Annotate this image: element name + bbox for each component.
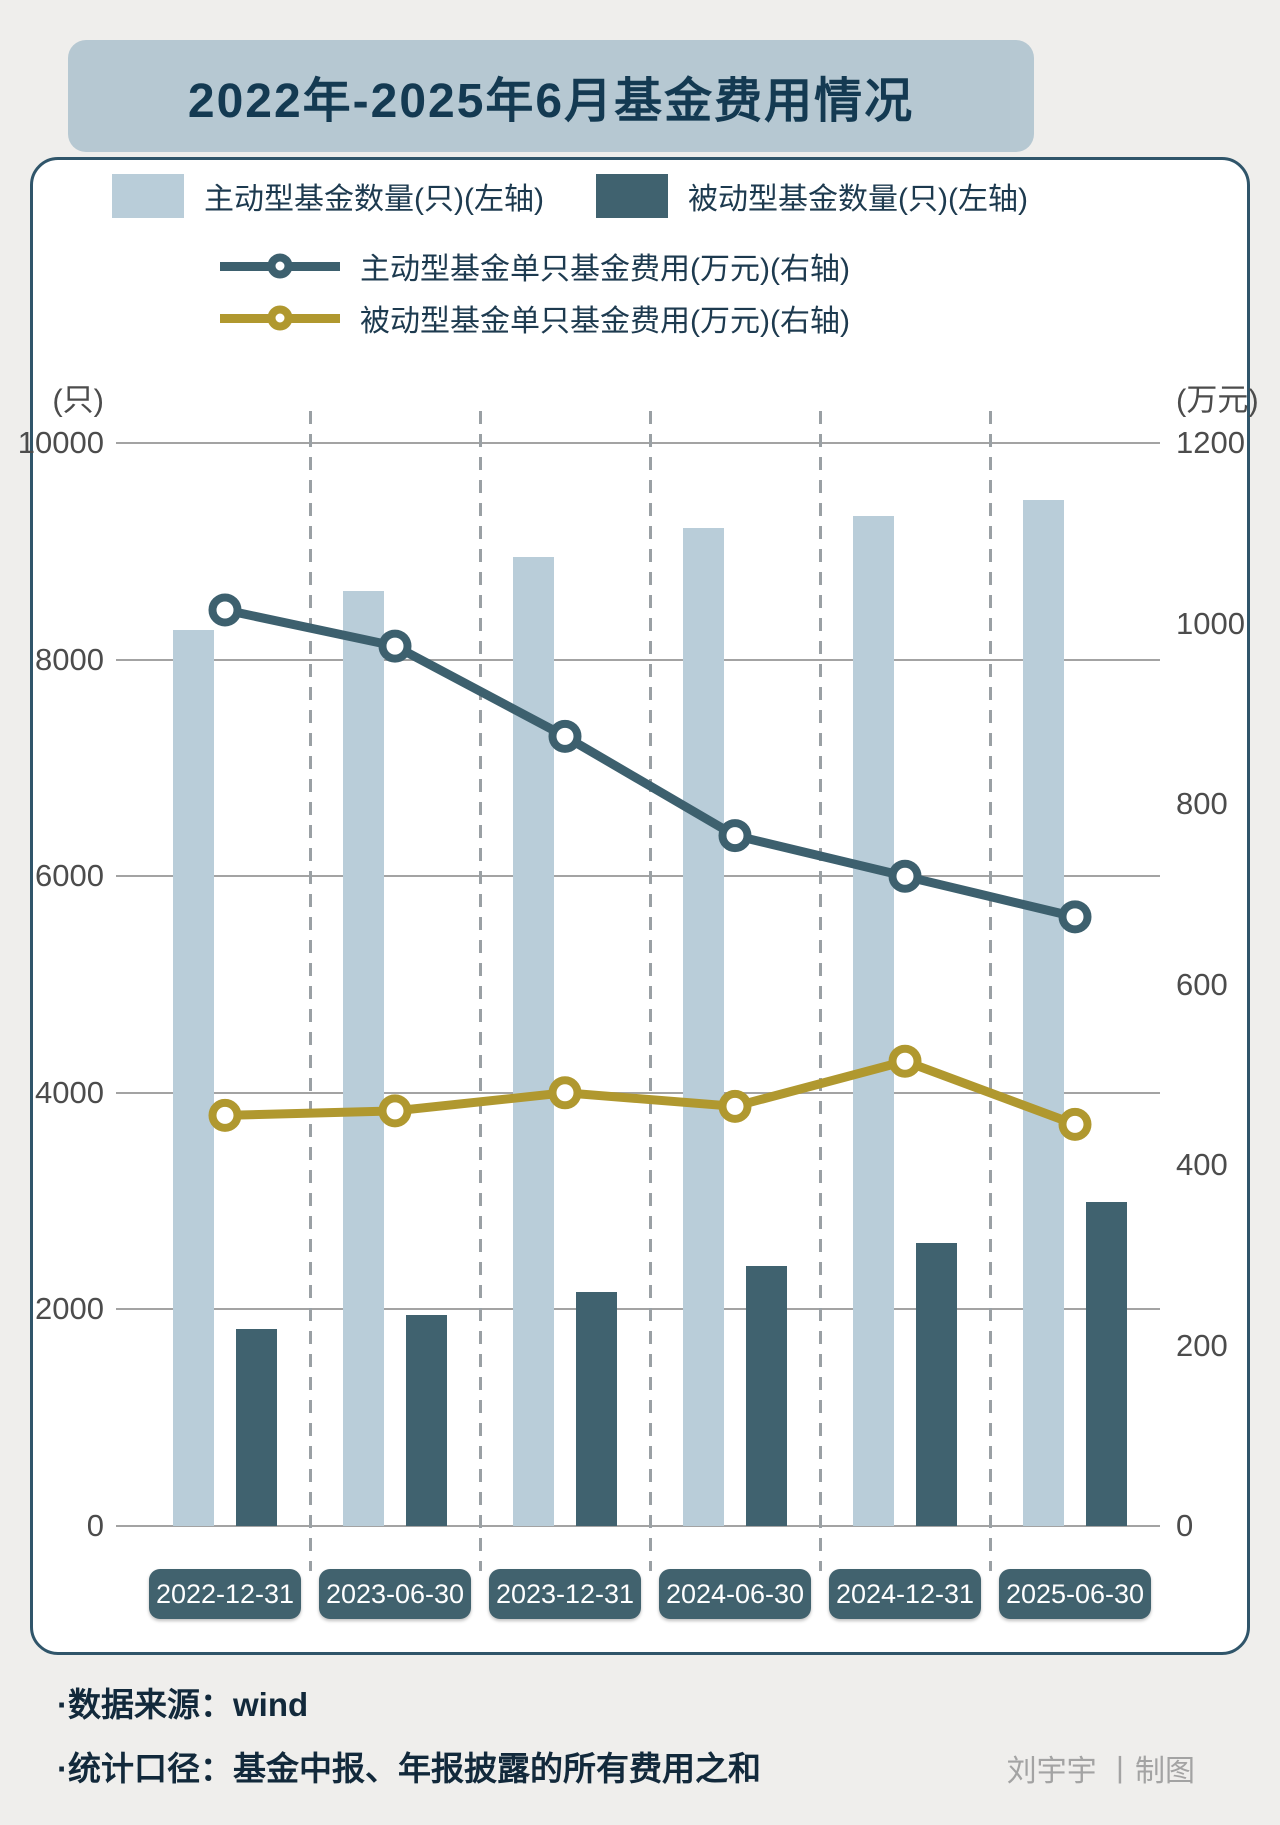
line-point-passive_fee [378, 1094, 412, 1128]
line-point-passive_fee [1058, 1107, 1092, 1141]
line-point-active_fee [548, 719, 582, 753]
column-separator [308, 411, 312, 1571]
bar-active_count [683, 528, 724, 1526]
line-point-active_fee [718, 819, 752, 853]
line-point-active_fee [1058, 900, 1092, 934]
gridline [116, 1308, 1160, 1311]
gridline [116, 442, 1160, 444]
x-category-pill: 2025-06-30 [999, 1569, 1151, 1619]
bar-active_count [173, 630, 214, 1526]
legend-item-active-count: 主动型基金数量(只)(左轴) [112, 174, 544, 218]
left-axis-tick: 8000 [35, 641, 104, 677]
credit-note: 刘宇宇 丨制图 [1006, 1755, 1195, 1788]
legend-line-marker-active-fee [220, 244, 341, 288]
x-category-pill: 2024-06-30 [659, 1569, 811, 1619]
legend-label: 主动型基金单只基金费用(万元)(右轴) [360, 253, 850, 286]
right-axis-tick: 400 [1176, 1147, 1228, 1182]
right-axis-unit: (万元) [1176, 382, 1259, 418]
gridline [116, 875, 1160, 878]
footer: ·数据来源：wind ·统计口径：基金中报、年报披露的所有费用之和 刘宇宇 丨制… [57, 1678, 1223, 1790]
line-active_fee [224, 605, 1077, 922]
bar-passive_count [406, 1314, 447, 1526]
line-point-active_fee [378, 629, 412, 663]
legend-line-marker-passive-fee [220, 296, 341, 340]
column-separator [648, 411, 652, 1571]
left-axis-tick: 4000 [35, 1074, 104, 1110]
x-category-pill: 2022-12-31 [149, 1569, 301, 1619]
chart-card: 主动型基金数量(只)(左轴) 被动型基金数量(只)(左轴) 主动型基金单只基金费… [18, 157, 1259, 1655]
right-axis-tick: 1200 [1176, 425, 1245, 460]
bar-passive_count [746, 1266, 787, 1526]
left-axis-tick: 6000 [35, 858, 104, 894]
legend-item-passive-count: 被动型基金数量(只)(左轴) [596, 174, 1028, 218]
bar-passive_count [1086, 1202, 1127, 1526]
line-passive_fee [224, 1056, 1077, 1129]
legend-label: 被动型基金数量(只)(左轴) [688, 183, 1028, 216]
column-separator [478, 411, 482, 1571]
legend-label: 主动型基金数量(只)(左轴) [204, 183, 544, 216]
legend-item-active-fee: 主动型基金单只基金费用(万元)(右轴) [220, 244, 850, 288]
gridline [116, 658, 1160, 661]
right-axis-tick: 1000 [1176, 605, 1245, 641]
bar-active_count [853, 516, 894, 1526]
bar-passive_count [576, 1292, 617, 1526]
line-point-passive_fee [208, 1098, 242, 1132]
x-category-pill: 2023-06-30 [319, 1569, 471, 1619]
title-banner: 2022年-2025年6月基金费用情况 [68, 40, 1034, 152]
x-category-pill: 2024-12-31 [829, 1569, 981, 1619]
legend-item-passive-fee: 被动型基金单只基金费用(万元)(右轴) [220, 296, 850, 340]
data-source-note: ·数据来源：wind [57, 1686, 309, 1723]
left-axis-tick: 2000 [35, 1291, 104, 1327]
legend-row-passive-fee: 被动型基金单只基金费用(万元)(右轴) [33, 296, 1247, 340]
statistic-caliber-note: ·统计口径：基金中报、年报披露的所有费用之和 [57, 1750, 761, 1787]
page-title: 2022年-2025年6月基金费用情况 [187, 75, 915, 128]
bar-passive_count [236, 1328, 277, 1526]
right-axis-tick: 800 [1176, 786, 1228, 821]
plot-area: (只) (万元) 10000 8000 6000 4000 2000 0 1200 1000 8… [18, 383, 1259, 1619]
line-point-active_fee [208, 593, 242, 627]
bar-active_count [343, 591, 384, 1526]
legend-swatch-active-count [112, 174, 185, 218]
left-axis-unit: (只) [52, 382, 104, 418]
line-point-passive_fee [548, 1076, 582, 1110]
gridline [116, 1525, 1160, 1527]
bar-active_count [1023, 499, 1064, 1526]
legend-row-bars: 主动型基金数量(只)(左轴) 被动型基金数量(只)(左轴) [33, 174, 1247, 218]
line-point-active_fee [888, 859, 922, 893]
gridline [116, 1091, 1160, 1094]
legend-row-active-fee: 主动型基金单只基金费用(万元)(右轴) [33, 244, 1247, 288]
column-separator [988, 411, 992, 1571]
legend-label: 被动型基金单只基金费用(万元)(右轴) [360, 305, 850, 338]
column-separator [818, 411, 822, 1571]
left-axis-tick: 0 [86, 1508, 104, 1543]
right-axis-tick: 600 [1176, 966, 1228, 1002]
bar-passive_count [916, 1242, 957, 1526]
right-axis-tick: 0 [1176, 1508, 1194, 1543]
x-category-pill: 2023-12-31 [489, 1569, 641, 1619]
line-point-passive_fee [888, 1044, 922, 1078]
legend-swatch-passive-count [596, 174, 668, 218]
line-layer [208, 593, 1092, 1141]
right-axis-tick: 200 [1176, 1327, 1228, 1363]
line-point-passive_fee [718, 1089, 752, 1123]
left-axis-tick: 10000 [17, 425, 104, 460]
